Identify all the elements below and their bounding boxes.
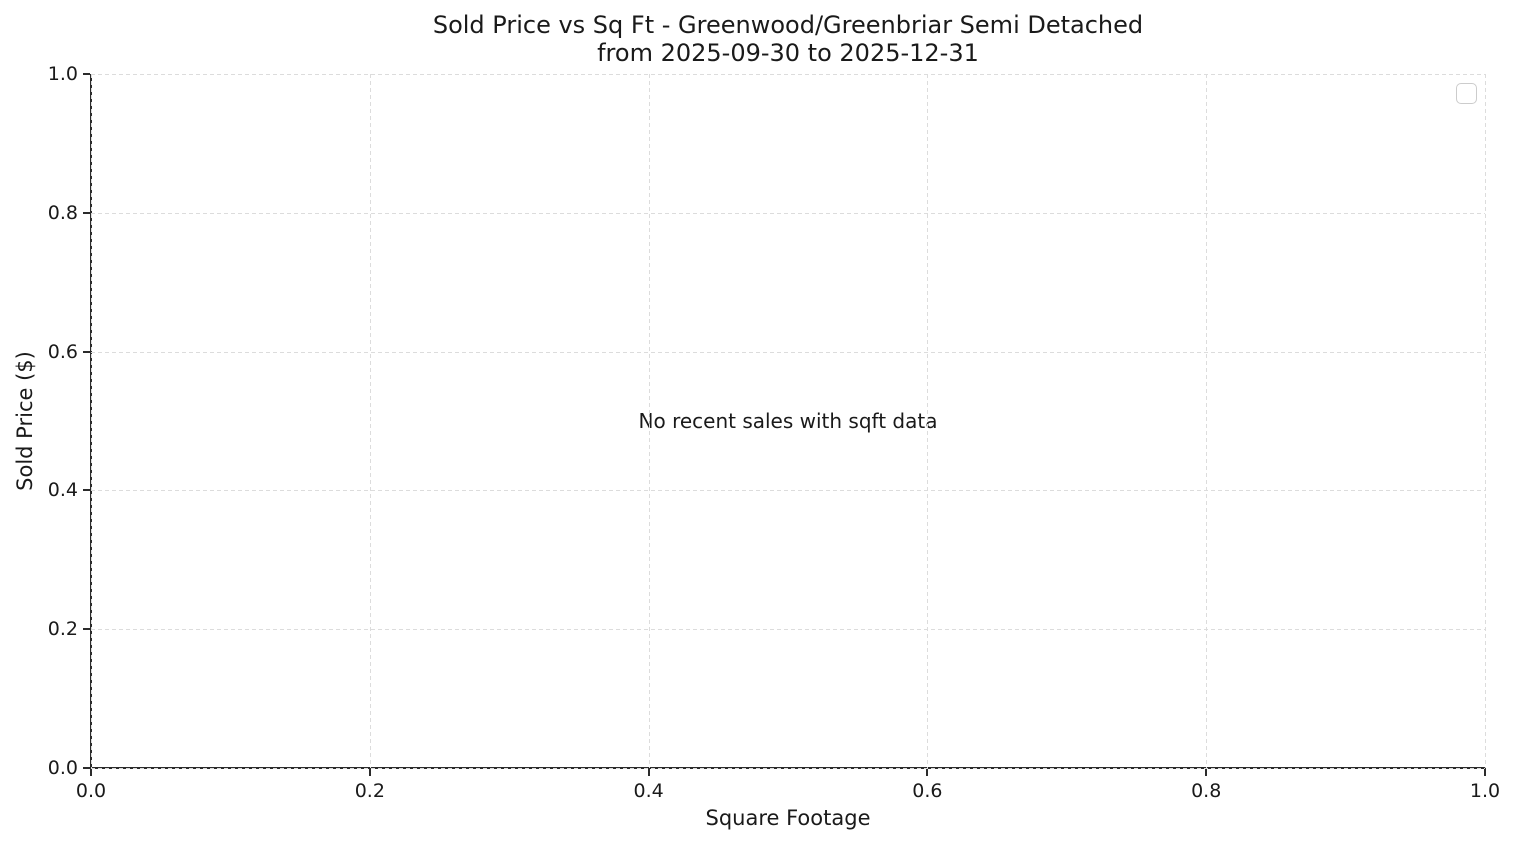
y-tick-label: 0.6: [47, 340, 78, 363]
chart-title: Sold Price vs Sq Ft - Greenwood/Greenbri…: [432, 11, 1144, 39]
x-tick-label: 0.8: [1191, 780, 1222, 802]
y-tick-label: 0.0: [47, 757, 78, 779]
y-tick-label: 0.2: [47, 618, 78, 641]
x-tick-label: 1.0: [1469, 780, 1501, 802]
x-tick-label: 0.2: [354, 780, 385, 802]
x-gridline: [1485, 74, 1486, 768]
x-axis-spine: [90, 767, 1486, 769]
no-data-annotation: No recent sales with sqft data: [638, 409, 938, 433]
x-tick-mark: [926, 769, 929, 776]
y-tick-mark: [83, 73, 90, 75]
y-gridline: [91, 212, 1485, 214]
y-gridline: [91, 629, 1485, 631]
y-tick-label: 0.4: [47, 479, 78, 502]
y-tick-mark: [83, 489, 90, 492]
x-tick-mark: [1484, 769, 1486, 776]
x-tick-mark: [368, 769, 371, 776]
y-tick-label: 0.8: [47, 201, 78, 224]
y-tick-mark: [83, 767, 90, 769]
x-axis-label: Square Footage: [705, 806, 871, 830]
y-gridline: [91, 351, 1485, 353]
y-tick-mark: [83, 628, 90, 631]
y-axis-spine: [90, 74, 92, 768]
x-tick-label: 0.4: [633, 780, 664, 802]
y-tick-mark: [83, 350, 90, 353]
plot-area: No recent sales with sqft data 0.0 0.2 0.4…: [48, 63, 1500, 802]
y-tick-mark: [83, 211, 90, 214]
x-tick-label: 0.6: [912, 780, 943, 802]
y-gridline: [91, 490, 1485, 492]
chart-subtitle: from 2025-09-30 to 2025-12-31: [597, 39, 979, 67]
x-tick-mark: [647, 769, 650, 776]
x-gridline: [369, 74, 371, 768]
y-tick-label: 1.0: [47, 63, 78, 85]
y-gridline: [91, 74, 1485, 75]
x-gridline: [1206, 74, 1208, 768]
x-tick-label: 0.0: [75, 780, 107, 802]
x-tick-mark: [1205, 769, 1208, 776]
chart-title-block: Sold Price vs Sq Ft - Greenwood/Greenbri…: [91, 11, 1485, 67]
y-axis-label: Sold Price ($): [13, 351, 37, 491]
x-tick-mark: [90, 769, 92, 776]
legend-box: [1456, 83, 1477, 104]
